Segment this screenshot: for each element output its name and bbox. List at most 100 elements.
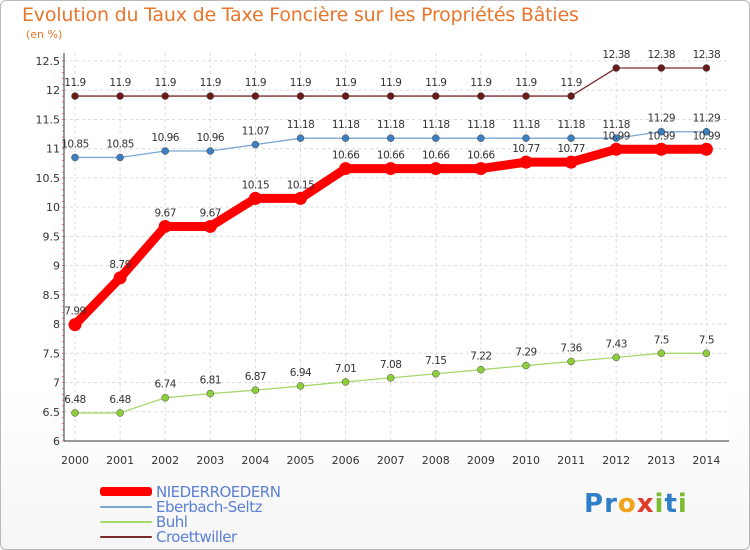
- proxiti-logo: Proxiti: [584, 489, 688, 519]
- y-tick-label: 7: [53, 377, 60, 390]
- y-tick-label: 11: [46, 143, 60, 156]
- y-tick-label: 6: [53, 435, 60, 448]
- data-label-niederroedern: 10.99: [602, 130, 630, 142]
- data-point-croettwiller: [612, 64, 620, 72]
- y-tick-label: 9.5: [43, 230, 61, 243]
- data-label-niederroedern: 10.15: [242, 179, 270, 191]
- legend-swatch-niederroedern: [100, 487, 152, 496]
- data-label-buhl: 6.74: [155, 379, 177, 391]
- y-tick-label: 12: [46, 84, 60, 97]
- data-label-croettwiller: 11.9: [560, 77, 581, 89]
- data-label-niederroedern: 7.99: [64, 306, 85, 318]
- data-point-buhl: [477, 365, 485, 374]
- data-label-buhl: 7.29: [515, 347, 536, 359]
- chart-title: Evolution du Taux de Taxe Foncière sur l…: [22, 4, 579, 26]
- data-point-buhl: [71, 409, 79, 417]
- legend: NIEDERROEDERN Eberbach-Seltz Buhl Croett…: [100, 482, 281, 546]
- x-tick-label: 2006: [332, 454, 360, 467]
- data-point-niederroedern: [339, 162, 353, 176]
- data-point-eberbach-seltz: [386, 134, 395, 142]
- x-tick-label: 2004: [241, 454, 269, 467]
- data-label-niederroedern: 10.66: [377, 150, 405, 162]
- data-point-eberbach-seltz: [612, 134, 620, 142]
- data-point-croettwiller: [432, 92, 440, 100]
- legend-label-buhl: Buhl: [156, 512, 188, 531]
- x-tick-label: 2008: [422, 454, 450, 467]
- data-label-buhl: 7.15: [425, 355, 446, 367]
- data-label-eberbach-seltz: 11.18: [422, 119, 450, 131]
- data-label-niederroedern: 10.99: [693, 130, 721, 142]
- data-point-croettwiller: [341, 92, 350, 100]
- logo-letter: i: [654, 489, 665, 519]
- data-label-croettwiller: 11.9: [470, 77, 491, 89]
- data-point-buhl: [432, 370, 440, 378]
- y-tick-label: 9: [53, 260, 60, 273]
- data-label-buhl: 7.5: [699, 334, 714, 346]
- data-label-croettwiller: 11.9: [425, 77, 446, 89]
- data-label-buhl: 7.22: [470, 351, 491, 363]
- legend-swatch-buhl: [100, 520, 152, 523]
- legend-label-niederroedern: NIEDERROEDERN: [156, 482, 281, 501]
- data-point-eberbach-seltz: [657, 127, 666, 136]
- x-tick-label: 2001: [106, 454, 134, 467]
- data-label-eberbach-seltz: 11.18: [287, 119, 315, 131]
- data-point-buhl: [702, 349, 711, 358]
- data-point-buhl: [522, 361, 530, 370]
- y-tick-label: 8.5: [43, 289, 61, 302]
- data-label-niederroedern: 10.66: [332, 150, 360, 162]
- y-axis-unit-label: (en %): [26, 28, 63, 41]
- logo-letter: t: [664, 489, 678, 519]
- data-point-croettwiller: [702, 64, 711, 72]
- data-label-eberbach-seltz: 10.96: [151, 132, 179, 144]
- x-tick-label: 2011: [557, 454, 585, 467]
- data-point-niederroedern: [519, 155, 533, 169]
- data-point-buhl: [161, 393, 169, 402]
- data-point-niederroedern: [248, 191, 262, 205]
- data-point-croettwiller: [477, 92, 485, 100]
- data-point-buhl: [386, 374, 395, 382]
- data-label-eberbach-seltz: 10.85: [106, 138, 134, 150]
- data-point-eberbach-seltz: [116, 153, 124, 162]
- data-point-eberbach-seltz: [71, 153, 79, 162]
- legend-item-buhl: Buhl: [100, 512, 280, 531]
- legend-item-eberbach-seltz: Eberbach-Seltz: [100, 497, 280, 516]
- legend-swatch-croettwiller: [100, 535, 152, 538]
- data-point-eberbach-seltz: [251, 140, 260, 149]
- legend-label-eberbach-seltz: Eberbach-Seltz: [156, 497, 262, 516]
- x-tick-label: 2010: [512, 454, 540, 467]
- data-label-buhl: 7.01: [335, 363, 356, 375]
- data-point-croettwiller: [206, 92, 215, 100]
- x-tick-label: 2003: [196, 454, 224, 467]
- x-tick-label: 2013: [647, 454, 675, 467]
- data-point-niederroedern: [158, 219, 172, 233]
- data-point-niederroedern: [294, 191, 307, 205]
- data-label-niederroedern: 8.79: [109, 259, 130, 271]
- data-label-buhl: 7.36: [560, 342, 582, 354]
- data-label-croettwiller: 11.9: [380, 77, 401, 89]
- data-label-buhl: 7.5: [654, 334, 669, 346]
- legend-item-croettwiller: Croettwiller: [100, 528, 280, 546]
- x-tick-label: 2014: [692, 454, 720, 467]
- logo-letter: o: [617, 489, 637, 519]
- data-point-croettwiller: [522, 92, 530, 100]
- data-label-croettwiller: 11.9: [245, 77, 266, 89]
- data-point-croettwiller: [386, 92, 395, 100]
- data-point-buhl: [341, 378, 350, 386]
- data-label-buhl: 6.94: [290, 367, 312, 379]
- data-point-niederroedern: [113, 271, 127, 285]
- logo-letter: P: [584, 489, 605, 519]
- data-point-niederroedern: [429, 162, 443, 176]
- data-point-eberbach-seltz: [296, 134, 305, 142]
- data-label-buhl: 6.48: [64, 394, 85, 406]
- data-point-niederroedern: [564, 155, 578, 169]
- y-tick-label: 8: [53, 318, 60, 331]
- y-tick-label: 7.5: [43, 347, 61, 360]
- data-label-croettwiller: 11.9: [109, 77, 130, 89]
- data-point-buhl: [206, 389, 215, 398]
- data-point-croettwiller: [116, 92, 124, 100]
- data-label-eberbach-seltz: 11.18: [557, 119, 585, 131]
- data-label-eberbach-seltz: 11.29: [648, 113, 676, 125]
- legend-swatch-eberbach-seltz: [100, 505, 152, 508]
- data-point-eberbach-seltz: [702, 127, 711, 136]
